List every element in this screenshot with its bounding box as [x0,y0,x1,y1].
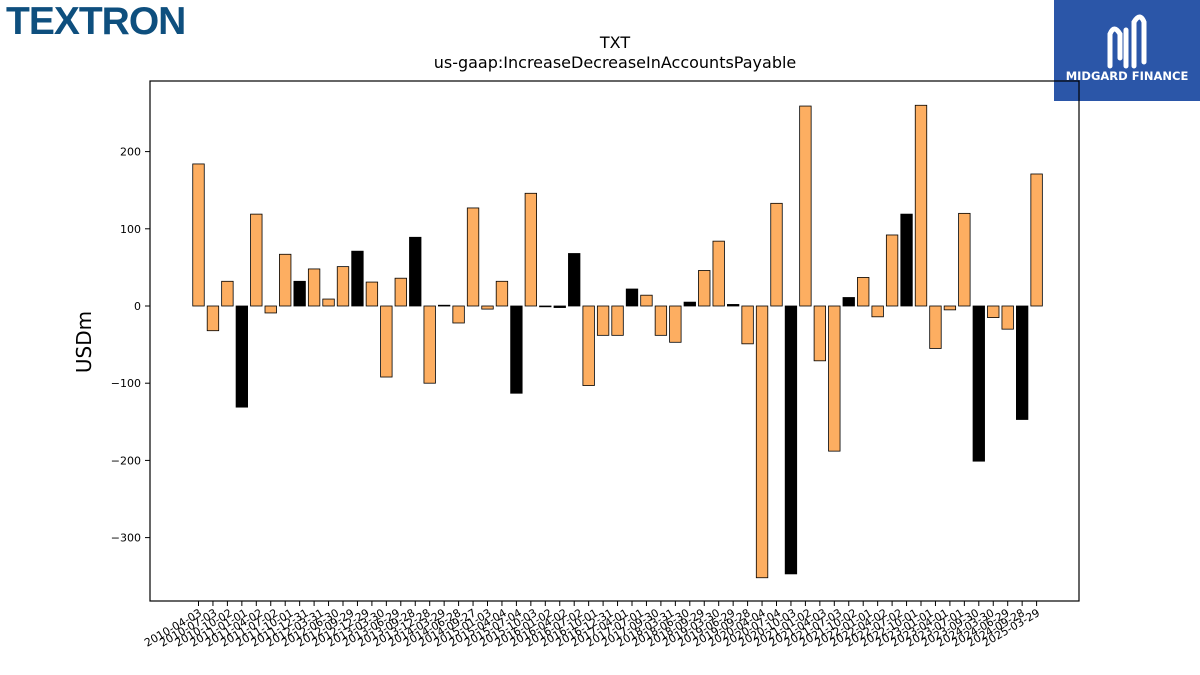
y-tick-label: −100 [111,377,141,390]
midgard-finance-logo: MIDGARD FINANCE [1054,0,1200,101]
bar [929,305,942,349]
bar [307,268,321,307]
bar [914,104,928,307]
chart-subtitle: us-gaap:IncreaseDecreaseInAccountsPayabl… [434,53,797,72]
y-axis-label: USDm [72,311,96,373]
bar [206,305,220,332]
bar [192,163,205,307]
bar [221,280,234,307]
bar [755,305,769,579]
bar [770,202,783,307]
bar [322,298,335,307]
bar [539,305,552,308]
bar [235,305,249,408]
bar [380,305,393,378]
bar [784,305,798,575]
bar [625,288,639,307]
bar [1001,305,1014,330]
bar [987,305,1000,318]
bar [654,305,668,336]
bar [640,294,653,307]
y-tick-label: −300 [111,532,141,545]
bar [828,305,841,452]
y-tick-label: 100 [120,223,141,236]
bar [1016,305,1029,420]
bar [712,240,725,307]
bar [466,207,480,307]
bar [409,236,422,307]
y-axis: 200 100 0 −100 −200 −300 [111,146,150,545]
bar [698,270,711,307]
y-tick-label: 200 [120,146,141,159]
bar [264,305,277,314]
chart-title: TXT [599,33,630,52]
bar [452,305,465,324]
bar [958,212,971,307]
bar [568,253,581,307]
x-axis: 2010-04-032010-07-032010-10-022011-01-01… [142,601,1042,650]
bar [683,301,696,307]
bar [813,305,826,362]
bar [553,305,566,308]
bar [943,305,957,311]
bar [1030,173,1043,307]
bar [351,250,364,307]
y-tick-label: 0 [134,300,141,313]
bar [727,304,740,307]
bar [279,253,292,307]
bar [365,281,379,307]
bar [900,213,913,307]
bar [972,305,985,462]
plot-frame [149,80,1080,602]
bar [582,305,595,386]
bar [336,266,350,307]
bar [423,305,436,384]
bar [842,297,855,307]
bar [510,305,523,394]
bar [741,305,754,345]
midgard-emblem-icon [1107,14,1147,69]
bar [495,280,509,307]
bar [481,305,494,310]
bar [885,234,899,307]
bar [871,305,884,318]
bars [192,104,1043,579]
bar [596,305,610,336]
bar [524,192,537,307]
bar [611,305,624,336]
bar [799,105,812,307]
bar [669,305,682,343]
textron-logo: TEXTRON [6,0,186,43]
bar [437,304,451,307]
brand-name: MIDGARD FINANCE [1066,69,1189,83]
bar [394,277,407,307]
bar [293,280,306,307]
bar [857,277,870,307]
bar [250,213,263,307]
y-tick-label: −200 [111,454,141,467]
